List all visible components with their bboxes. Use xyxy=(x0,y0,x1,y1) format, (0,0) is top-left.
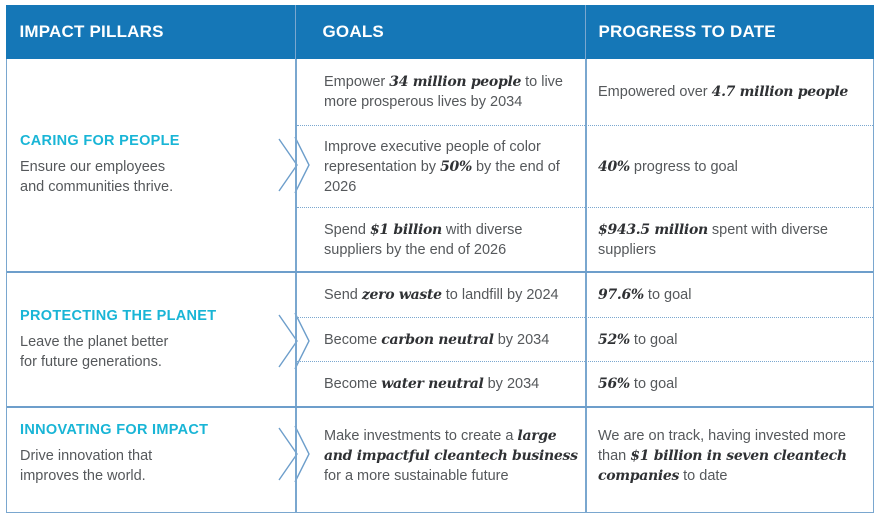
pillar-description: Leave the planet better for future gener… xyxy=(20,333,169,370)
pillar-group-caring-for-people: CARING FOR PEOPLE Ensure our employees a… xyxy=(7,59,873,271)
goal-cell: Send zero waste to landfill by 2024 xyxy=(324,286,559,303)
goal-cell: Spend $1 billion with diverse suppliers … xyxy=(324,221,523,258)
table-row: Make investments to create a large and i… xyxy=(297,408,873,513)
table-row: Become carbon neutral by 2034 52% to goa… xyxy=(297,316,873,362)
progress-cell: 56% to goal xyxy=(598,376,678,393)
column-divider xyxy=(295,59,297,271)
goal-cell: Become water neutral by 2034 xyxy=(324,376,540,393)
column-divider xyxy=(295,273,297,406)
progress-cell: We are on track, having invested more th… xyxy=(598,428,847,484)
table-row: Send zero waste to landfill by 2024 97.6… xyxy=(297,273,873,317)
pillar-group-innovating-for-impact: INNOVATING FOR IMPACT Drive innovation t… xyxy=(7,406,873,513)
table-row: Empower 34 million people to live more p… xyxy=(297,59,873,125)
goal-cell: Make investments to create a large and i… xyxy=(324,428,578,484)
table-row: Become water neutral by 2034 56% to goal xyxy=(297,361,873,406)
chevron-right-icon xyxy=(278,137,310,193)
table-header: IMPACT PILLARS GOALS PROGRESS TO DATE xyxy=(5,5,874,59)
pillar-cell: INNOVATING FOR IMPACT Drive innovation t… xyxy=(7,408,296,513)
progress-cell: 40% progress to goal xyxy=(598,158,738,175)
pillar-title: CARING FOR PEOPLE xyxy=(20,133,180,149)
pillar-description: Ensure our employees and communities thr… xyxy=(20,159,174,195)
column-divider xyxy=(585,408,587,513)
column-divider xyxy=(295,408,297,513)
pillar-cell: PROTECTING THE PLANET Leave the planet b… xyxy=(7,273,296,406)
goal-cell: Improve executive people of color repres… xyxy=(324,138,560,195)
header-impact-pillars: IMPACT PILLARS xyxy=(19,22,164,41)
chevron-right-icon xyxy=(278,426,310,482)
pillar-cell: CARING FOR PEOPLE Ensure our employees a… xyxy=(7,59,296,271)
column-divider xyxy=(585,273,587,406)
column-divider xyxy=(585,59,587,271)
chevron-right-icon xyxy=(278,313,310,369)
impact-pillars-table: IMPACT PILLARS GOALS PROGRESS TO DATE CA… xyxy=(5,5,874,513)
pillar-title: INNOVATING FOR IMPACT xyxy=(20,422,209,438)
pillar-title: PROTECTING THE PLANET xyxy=(20,307,217,324)
goal-cell: Empower 34 million people to live more p… xyxy=(324,74,563,110)
header-progress: PROGRESS TO DATE xyxy=(584,5,874,59)
progress-cell: 52% to goal xyxy=(598,331,678,348)
table-row: Improve executive people of color repres… xyxy=(297,125,873,207)
table-row: Spend $1 billion with diverse suppliers … xyxy=(297,207,873,271)
progress-cell: Empowered over 4.7 million people xyxy=(598,84,848,100)
pillar-group-protecting-the-planet: PROTECTING THE PLANET Leave the planet b… xyxy=(7,271,873,406)
progress-cell: 97.6% to goal xyxy=(598,286,692,303)
goal-cell: Become carbon neutral by 2034 xyxy=(324,331,550,348)
header-goals: GOALS xyxy=(294,5,585,59)
progress-cell: $943.5 million spent with diverse suppli… xyxy=(598,221,828,258)
pillar-description: Drive innovation that improves the world… xyxy=(20,448,153,484)
